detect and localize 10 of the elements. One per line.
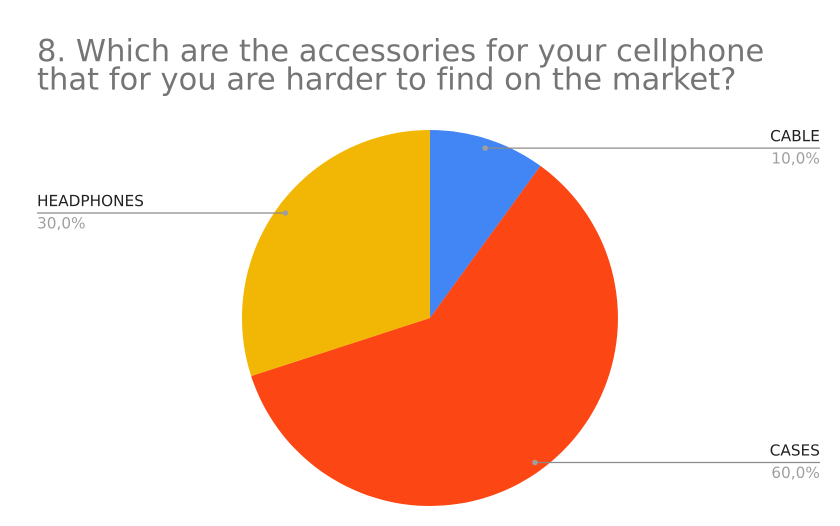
- slice-label: CABLE: [770, 130, 819, 142]
- slice-label: HEADPHONES: [38, 194, 144, 206]
- data-label: 10,0%: [773, 152, 820, 166]
- pie-slice: [430, 130, 540, 318]
- pie-slice: [251, 166, 618, 506]
- chart-title: 8. Which are the accessories for your cellphone that for you are harder to find on the market?: [38, 38, 763, 96]
- pie-slice: [242, 130, 430, 376]
- data-label: 30,0%: [38, 217, 85, 230]
- slice-label: CASES: [770, 444, 820, 456]
- data-label: 60,0%: [772, 466, 820, 480]
